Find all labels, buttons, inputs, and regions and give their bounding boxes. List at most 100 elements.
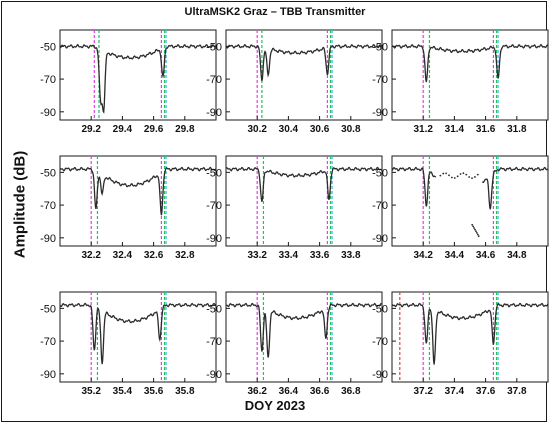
x-tick-label: 29.2: [81, 124, 101, 135]
amplitude-trace: [225, 43, 383, 81]
panel-1: -50 -70 -90 29.2 29.4 29.6 29.8: [40, 29, 217, 135]
trace-point: [448, 174, 450, 177]
x-tick-label: 36.4: [279, 386, 299, 397]
trace-point: [471, 223, 474, 226]
amplitude-trace: [59, 302, 217, 365]
trace-point: [465, 173, 468, 176]
x-tick-label: 31.6: [476, 124, 496, 135]
y-tick-label: -90: [372, 107, 388, 119]
amplitude-trace: [391, 302, 549, 365]
y-tick-label: -50: [206, 41, 222, 53]
panel-6: -50 -70 -90 34.2 34.4 34.6 34.8: [372, 155, 549, 261]
y-tick-label: -70: [206, 336, 222, 348]
panel-frame: [225, 155, 383, 247]
y-tick-label: -70: [40, 74, 56, 86]
x-tick-label: 30.6: [310, 124, 330, 135]
y-tick-label: -90: [206, 233, 222, 245]
trace-point: [476, 173, 479, 176]
x-tick-label: 35.6: [144, 386, 164, 397]
panel-frame: [59, 29, 217, 121]
x-tick-label: 31.2: [413, 124, 433, 135]
x-tick-label: 34.6: [476, 250, 496, 261]
y-tick-label: -90: [40, 107, 56, 119]
x-tick-label: 34.2: [413, 250, 433, 261]
x-tick-label: 35.2: [81, 386, 101, 397]
y-tick-label: -50: [372, 167, 388, 179]
x-tick-label: 29.8: [175, 124, 195, 135]
y-tick-label: -50: [40, 41, 56, 53]
x-tick-label: 36.2: [247, 386, 267, 397]
y-tick-label: -70: [206, 74, 222, 86]
trace-point: [439, 174, 442, 177]
panel-frame: [225, 291, 383, 383]
trace-point: [471, 177, 473, 179]
panel-frame: [225, 29, 383, 121]
panel-frame: [391, 155, 549, 247]
trace-point: [468, 176, 471, 178]
panel-5: -50 -70 -90 33.2 33.4 33.6 33.8: [206, 155, 383, 261]
y-tick-label: -50: [372, 303, 388, 315]
x-tick-label: 36.6: [310, 386, 330, 397]
x-tick-label: 32.2: [81, 250, 101, 261]
trace-point: [450, 176, 453, 179]
x-tick-label: 37.2: [413, 386, 433, 397]
trace-point: [475, 230, 477, 233]
y-tick-label: -50: [40, 167, 56, 179]
panel-2: -50 -70 -90 30.2 30.4 30.6 30.8: [206, 29, 383, 135]
x-tick-label: 37.8: [507, 386, 527, 397]
trace-point: [474, 228, 476, 231]
x-tick-label: 37.4: [445, 386, 465, 397]
trace-point: [453, 177, 456, 179]
panel-frame: [391, 29, 549, 121]
trace-point: [442, 172, 445, 175]
amplitude-trace: [391, 166, 549, 210]
y-tick-label: -70: [40, 200, 56, 212]
trace-point: [472, 225, 475, 228]
x-tick-label: 33.2: [247, 250, 267, 261]
panel-frame: [59, 291, 217, 383]
x-tick-label: 29.6: [144, 124, 164, 135]
amplitude-trace: [391, 44, 549, 83]
y-tick-label: -90: [206, 107, 222, 119]
x-tick-label: 31.8: [507, 124, 527, 135]
y-tick-label: -50: [206, 303, 222, 315]
amplitude-trace: [225, 302, 383, 358]
x-tick-label: 30.8: [341, 124, 361, 135]
x-tick-label: 37.6: [476, 386, 496, 397]
x-axis-label: DOY 2023: [244, 398, 306, 413]
y-tick-label: -90: [372, 233, 388, 245]
trace-point: [462, 172, 465, 175]
panel-3: -50 -70 -90 31.2 31.4 31.6 31.8: [372, 29, 549, 135]
x-tick-label: 34.4: [445, 250, 465, 261]
panel-frame: [391, 291, 549, 383]
panel-4: -50 -70 -90 32.2 32.4 32.6 32.8: [40, 155, 217, 261]
x-tick-label: 34.8: [507, 250, 527, 261]
trace-point: [456, 175, 459, 178]
x-tick-label: 35.8: [175, 386, 195, 397]
y-tick-label: -50: [206, 167, 222, 179]
trace-point: [473, 227, 475, 229]
x-tick-label: 30.4: [279, 124, 299, 135]
figure-title: UltraMSK2 Graz – TBB Transmitter: [184, 6, 366, 18]
y-tick-label: -70: [372, 200, 388, 212]
x-tick-label: 32.4: [113, 250, 133, 261]
x-tick-label: 30.2: [247, 124, 267, 135]
panel-8: -50 -70 -90 36.2 36.4 36.6 36.8: [206, 291, 383, 397]
trace-point: [445, 172, 448, 175]
x-tick-label: 29.4: [113, 124, 133, 135]
trace-point: [475, 232, 478, 234]
x-tick-label: 36.8: [341, 386, 361, 397]
amplitude-trace: [225, 166, 383, 202]
y-tick-label: -70: [40, 336, 56, 348]
x-tick-label: 33.4: [279, 250, 299, 261]
panel-7: -50 -70 -90 35.2 35.4 35.6 35.8: [40, 291, 217, 397]
y-tick-label: -50: [40, 303, 56, 315]
trace-point: [476, 233, 479, 236]
y-tick-label: -90: [40, 369, 56, 381]
trace-point: [477, 235, 480, 238]
y-tick-label: -90: [372, 369, 388, 381]
panel-9: -50 -70 -90 37.2 37.4 37.6 37.8: [372, 291, 549, 397]
x-tick-label: 33.6: [310, 250, 330, 261]
x-tick-label: 35.4: [113, 386, 133, 397]
